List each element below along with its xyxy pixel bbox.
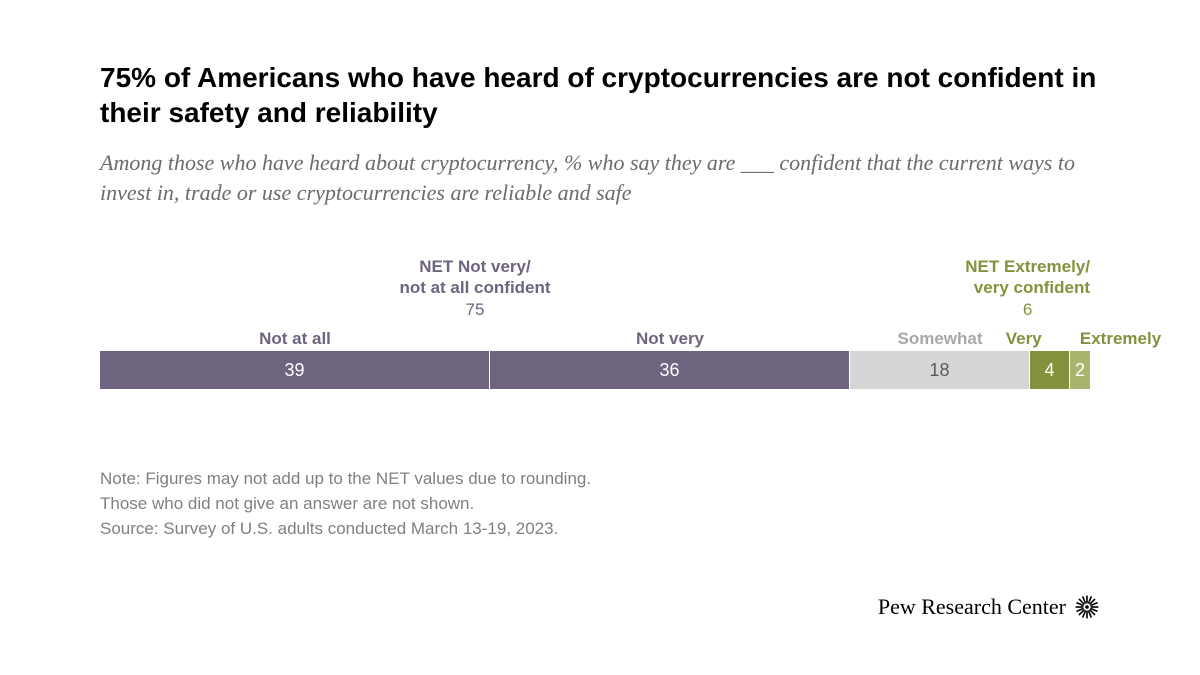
bar-segment-very: 4 [1030, 351, 1070, 389]
attribution-text: Pew Research Center [878, 594, 1066, 620]
category-labels-row: Not at allNot verySomewhatVeryExtremely [100, 327, 1090, 351]
note-line: Note: Figures may not add up to the NET … [100, 467, 1100, 492]
net-title-2: very confident [965, 278, 1090, 298]
category-label-very: Very [1006, 329, 1042, 349]
note-line: Source: Survey of U.S. adults conducted … [100, 517, 1100, 542]
bar-segment-somewhat: 18 [850, 351, 1030, 389]
stacked-bar: 39361842 [100, 351, 1090, 389]
bar-segment-not_very: 36 [490, 351, 850, 389]
chart-area: NET Not very/not at all confident75 NET E… [100, 257, 1100, 397]
attribution: Pew Research Center [878, 594, 1100, 620]
net-title: NET Extremely/ [965, 257, 1090, 277]
net-value: 6 [965, 300, 1090, 320]
chart-notes: Note: Figures may not add up to the NET … [100, 467, 1100, 541]
chart-title: 75% of Americans who have heard of crypt… [100, 60, 1100, 130]
net-label-left: NET Not very/not at all confident75 [399, 257, 550, 320]
sunburst-icon [1074, 594, 1100, 620]
net-title: NET Not very/ [399, 257, 550, 277]
bar-segment-extremely: 2 [1070, 351, 1090, 389]
category-label-extremely: Extremely [1080, 329, 1161, 349]
note-line: Those who did not give an answer are not… [100, 492, 1100, 517]
chart-subtitle: Among those who have heard about cryptoc… [100, 148, 1100, 207]
net-title-2: not at all confident [399, 278, 550, 298]
category-label-not_very: Not very [636, 329, 704, 349]
net-value: 75 [399, 300, 550, 320]
net-label-right: NET Extremely/very confident6 [965, 257, 1090, 320]
category-label-not_at_all: Not at all [259, 329, 331, 349]
bar-segment-not_at_all: 39 [100, 351, 490, 389]
category-label-somewhat: Somewhat [897, 329, 982, 349]
net-labels-row: NET Not very/not at all confident75 NET E… [100, 257, 1090, 327]
